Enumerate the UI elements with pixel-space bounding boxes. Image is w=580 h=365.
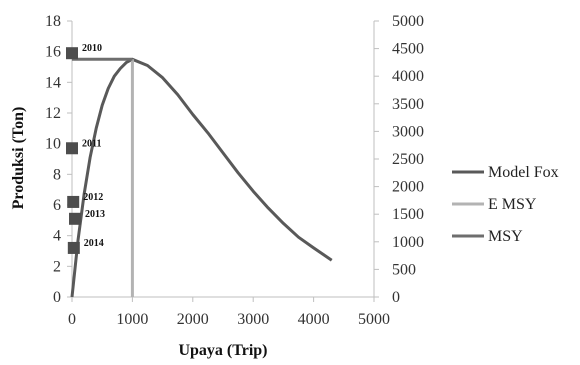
legend: Model Fox E MSY MSY <box>452 164 559 245</box>
y-tick-label: 18 <box>45 13 61 30</box>
data-point-marker <box>66 142 78 155</box>
y-tick-label: 16 <box>45 44 61 61</box>
y2-tick-label: 2500 <box>392 151 424 168</box>
y-tick-label: 0 <box>53 289 61 306</box>
y2-tick-label: 4500 <box>392 41 424 58</box>
legend-label: Model Fox <box>488 164 559 181</box>
data-point-label: 2013 <box>85 209 105 220</box>
legend-label: E MSY <box>488 196 537 213</box>
x-tick-label: 3000 <box>237 311 269 328</box>
data-point-marker <box>67 195 80 208</box>
y2-tick-label: 3500 <box>392 96 424 113</box>
y-axis-title: Produksi (Ton) <box>10 107 27 210</box>
y2-tick-label: 4000 <box>392 68 424 85</box>
y-tick-label: 8 <box>53 166 61 183</box>
y2-tick-label: 5000 <box>392 13 424 30</box>
y-tick-label: 6 <box>53 197 61 214</box>
y2-tick-label: 1000 <box>392 234 424 251</box>
y2-tick-label: 1500 <box>392 206 424 223</box>
data-point-label: 2014 <box>84 238 104 249</box>
x-axis-title: Upaya (Trip) <box>178 342 267 359</box>
y-tick-label: 2 <box>53 258 61 275</box>
x-tick-label: 0 <box>68 311 76 328</box>
legend-label: MSY <box>488 228 523 245</box>
x-tick-label: 2000 <box>177 311 209 328</box>
y2-tick-label: 3000 <box>392 123 424 140</box>
x-tick-label: 5000 <box>358 311 390 328</box>
y-tick-label: 14 <box>45 74 61 91</box>
y-tick-label: 10 <box>45 136 61 153</box>
y2-tick-label: 2000 <box>392 179 424 196</box>
data-point-marker <box>67 241 80 254</box>
data-point-label: 2010 <box>82 43 102 54</box>
data-point-label: 2012 <box>83 192 103 203</box>
plot-area: 2010 2011 2012 2013 2014 <box>66 43 333 298</box>
data-point-marker <box>69 212 82 225</box>
y-tick-label: 4 <box>53 228 61 245</box>
y2-tick-label: 500 <box>392 261 416 278</box>
x-tick-label: 4000 <box>298 311 330 328</box>
data-point-label: 2011 <box>82 138 101 149</box>
axes: 0 2 4 6 8 10 12 14 16 18 0 500 1000 1500 2000 2500 3000 3… <box>45 13 424 328</box>
y-tick-label: 12 <box>45 105 61 122</box>
x-tick-label: 1000 <box>116 311 148 328</box>
y2-tick-label: 0 <box>392 289 400 306</box>
data-point-marker <box>66 47 78 60</box>
series-line-model-fox <box>70 57 333 298</box>
